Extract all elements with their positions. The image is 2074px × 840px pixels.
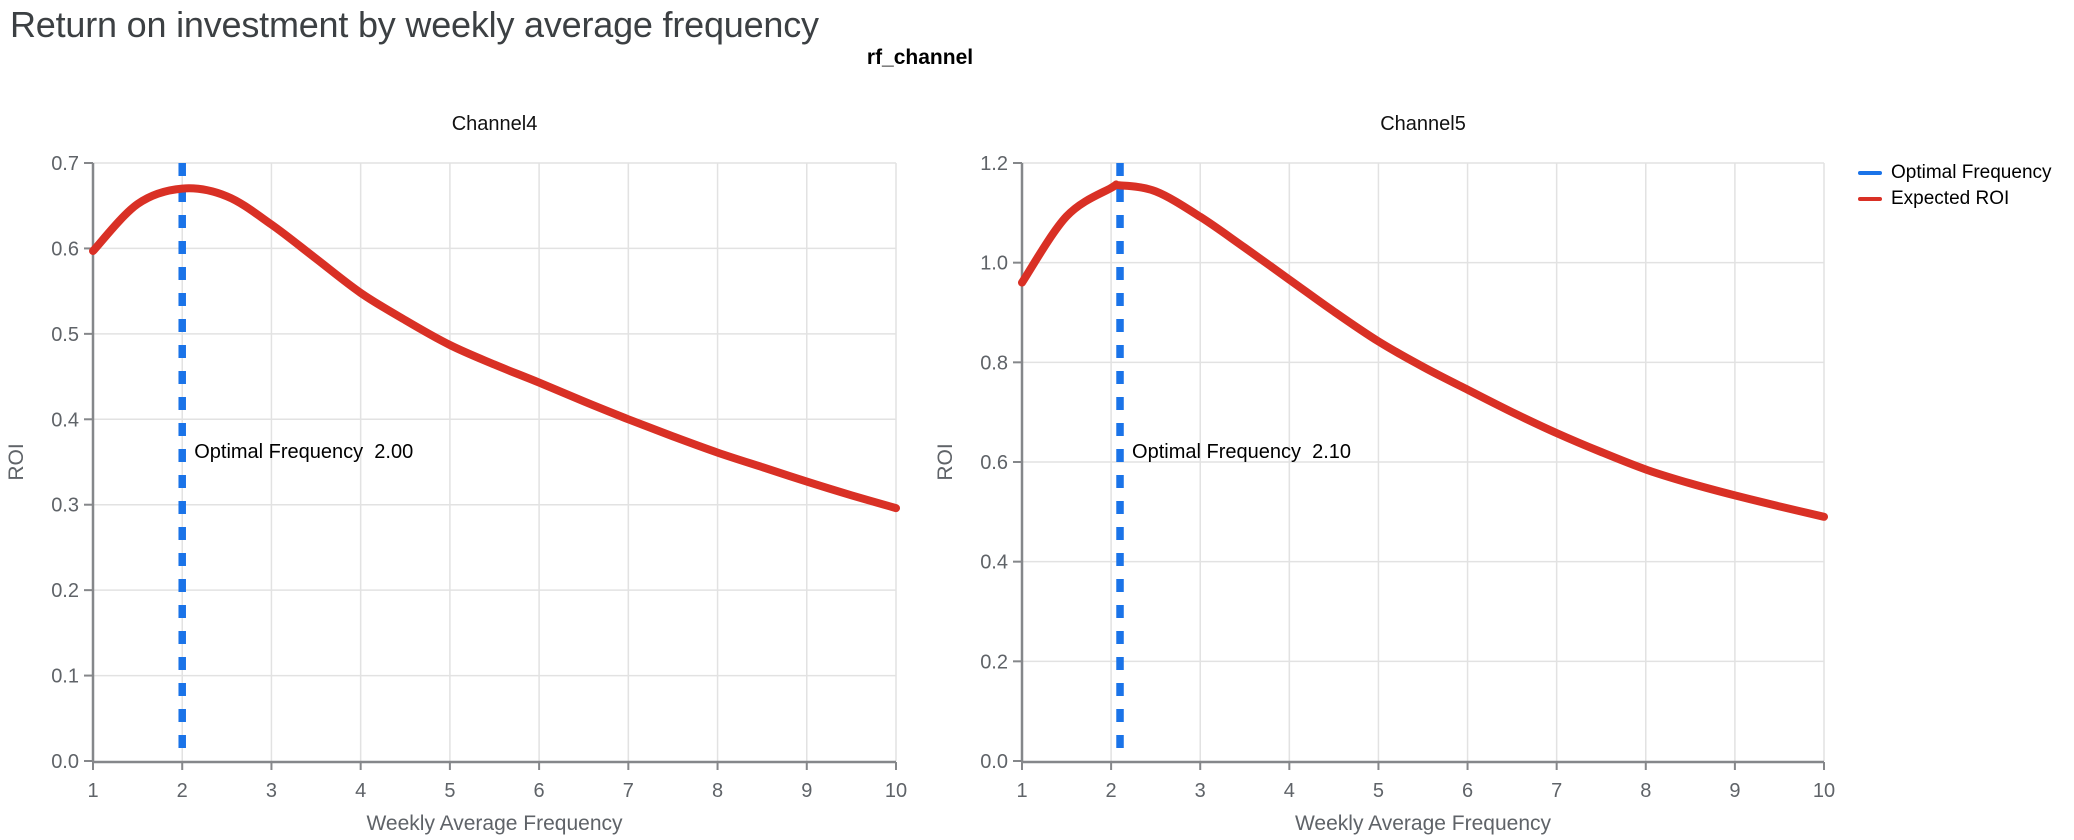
- y-tick-label: 0.6: [980, 452, 1008, 474]
- axes: 1 2 3 4 5 6 7 8 9 10 0.0 0.1 0.2 0.3 0.4 0.5 0.6 0.7: [51, 153, 907, 802]
- expected-roi-curve: [1018, 180, 1828, 521]
- y-axis-title: ROI: [5, 443, 28, 480]
- x-tick-label: 6: [534, 780, 545, 802]
- y-tick-label: 0.7: [51, 153, 79, 175]
- legend-item-optimal-frequency: Optimal Frequency: [1858, 160, 2052, 186]
- x-tick-label: 2: [1106, 780, 1117, 802]
- x-tick-label: 1: [87, 780, 98, 802]
- y-tick-label: 0.6: [51, 238, 79, 260]
- subplot-channel5: 1 2 3 4 5 6 7 8 9 10 0.0 0.2 0.4 0.6 0.8 1.0 1.2 Weekly A…: [934, 113, 1835, 835]
- expected-roi-curve: [89, 184, 900, 513]
- x-axis-title: Weekly Average Frequency: [366, 812, 623, 835]
- x-tick-label: 1: [1016, 780, 1027, 802]
- y-tick-label: 0.1: [51, 666, 79, 688]
- x-tick-label: 7: [623, 780, 634, 802]
- y-tick-label: 0.8: [980, 352, 1008, 374]
- x-tick-label: 10: [1813, 780, 1835, 802]
- y-tick-label: 0.0: [980, 751, 1008, 773]
- y-tick-label: 0.0: [51, 751, 79, 773]
- x-tick-label: 8: [1640, 780, 1651, 802]
- y-tick-label: 0.4: [980, 552, 1008, 574]
- x-tick-label: 4: [355, 780, 366, 802]
- legend-label-expected-roi: Expected ROI: [1891, 188, 2010, 209]
- y-tick-label: 0.2: [51, 580, 79, 602]
- y-tick-label: 1.0: [980, 253, 1008, 275]
- axes: 1 2 3 4 5 6 7 8 9 10 0.0 0.2 0.4 0.6 0.8 1.0 1.2: [980, 153, 1835, 802]
- y-tick-label: 0.2: [980, 651, 1008, 673]
- page-title: Return on investment by weekly average f…: [10, 4, 819, 45]
- expected-roi-line-swatch: [1858, 197, 1882, 201]
- gridlines: [1022, 162, 1825, 761]
- subplot-title: Channel4: [452, 113, 538, 135]
- subplot-title: Channel5: [1380, 113, 1466, 135]
- x-tick-label: 3: [1195, 780, 1206, 802]
- legend-label-optimal-frequency: Optimal Frequency: [1891, 162, 2052, 183]
- x-tick-label: 7: [1551, 780, 1562, 802]
- legend-item-expected-roi: Expected ROI: [1858, 186, 2052, 212]
- x-tick-label: 9: [1729, 780, 1740, 802]
- y-axis-title: ROI: [934, 443, 957, 480]
- x-tick-label: 10: [885, 780, 907, 802]
- x-tick-label: 5: [444, 780, 455, 802]
- y-tick-label: 0.4: [51, 409, 79, 431]
- y-tick-label: 0.5: [51, 324, 79, 346]
- x-tick-label: 2: [177, 780, 188, 802]
- x-tick-label: 8: [712, 780, 723, 802]
- optimal-frequency-line-swatch: [1858, 171, 1882, 175]
- subplot-channel4: 1 2 3 4 5 6 7 8 9 10 0.0 0.1 0.2 0.3 0.4 0.5 0.6 0.7 Weekl…: [5, 113, 907, 835]
- facet-title: rf_channel: [866, 46, 974, 69]
- optimal-frequency-annotation: Optimal Frequency 2.10: [1132, 441, 1351, 463]
- x-tick-label: 5: [1373, 780, 1384, 802]
- x-tick-label: 6: [1462, 780, 1473, 802]
- legend: Optimal Frequency Expected ROI: [1858, 160, 2052, 212]
- y-tick-label: 0.3: [51, 495, 79, 517]
- x-axis-title: Weekly Average Frequency: [1295, 812, 1552, 835]
- optimal-frequency-annotation: Optimal Frequency 2.00: [194, 441, 413, 463]
- x-tick-label: 9: [801, 780, 812, 802]
- x-tick-label: 4: [1284, 780, 1295, 802]
- y-tick-label: 1.2: [980, 153, 1008, 175]
- x-tick-label: 3: [266, 780, 277, 802]
